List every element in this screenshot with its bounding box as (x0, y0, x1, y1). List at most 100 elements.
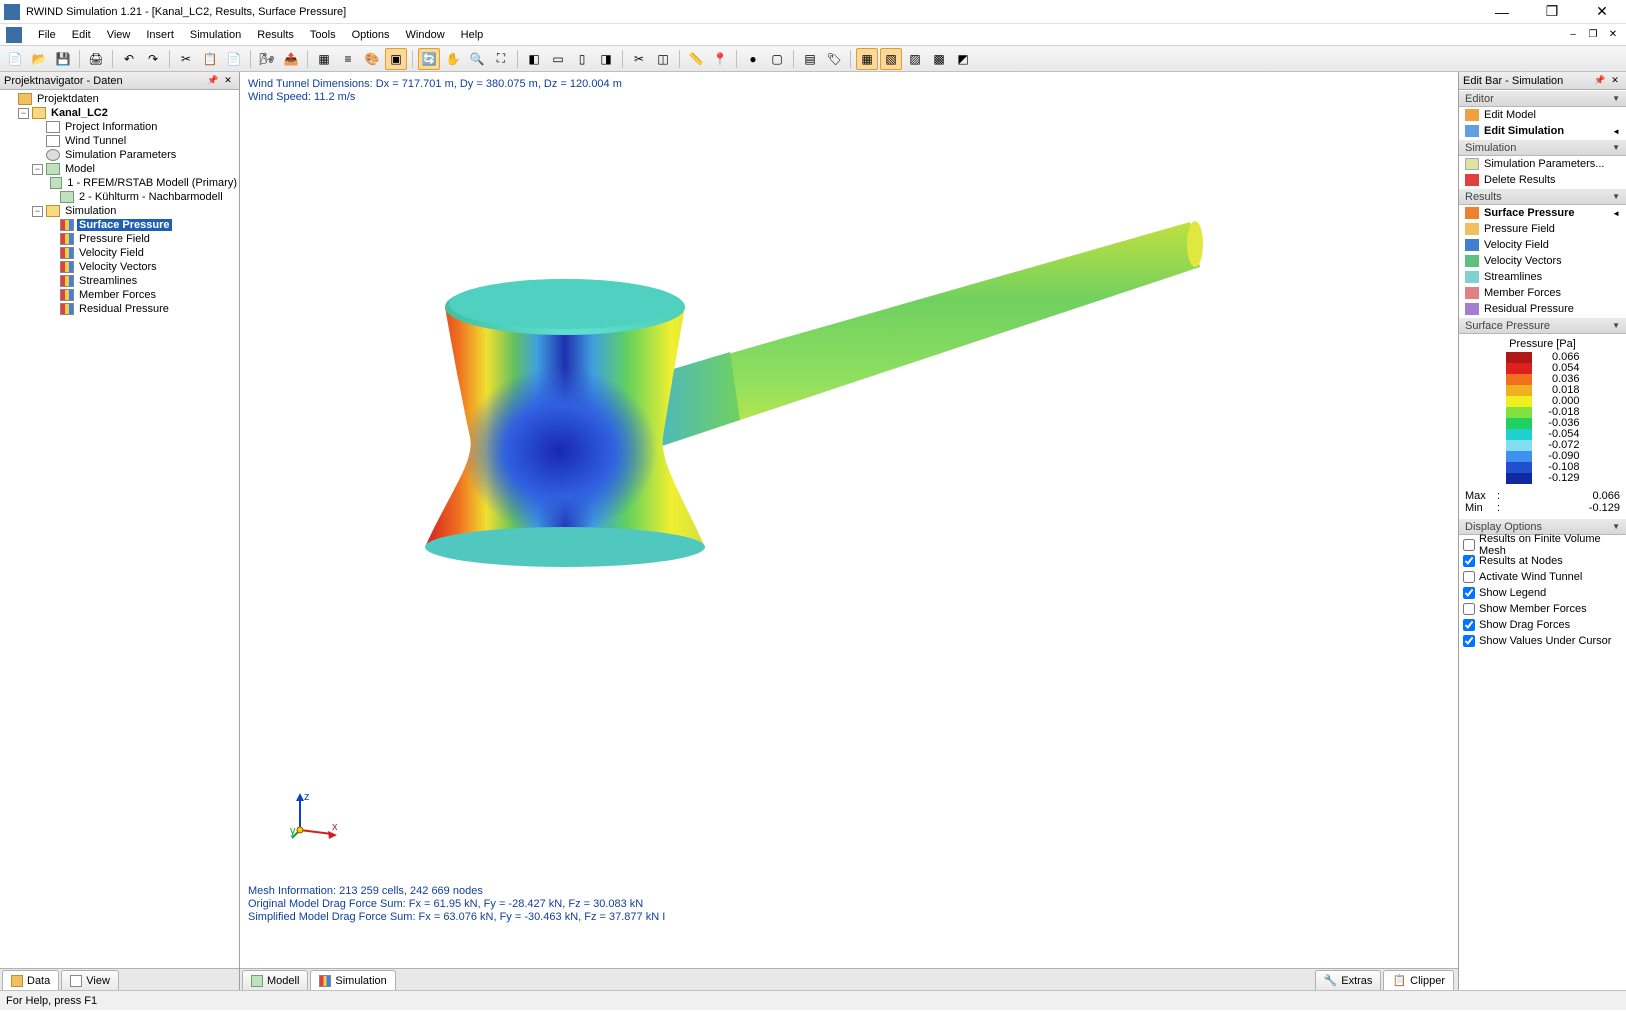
minimize-button[interactable]: — (1482, 1, 1522, 23)
tab-modell[interactable]: Modell (242, 970, 308, 990)
tool-results-e[interactable]: ◩ (952, 48, 974, 70)
tool-results-c[interactable]: ▨ (904, 48, 926, 70)
tab-data[interactable]: Data (2, 970, 59, 990)
tool-wind[interactable]: 🌬 (256, 48, 278, 70)
tool-view-iso[interactable]: ◧ (523, 48, 545, 70)
tree-node[interactable]: −Simulation (0, 204, 239, 218)
tool-results-d[interactable]: ▩ (928, 48, 950, 70)
tool-results-a[interactable]: ▦ (856, 48, 878, 70)
tree-node[interactable]: −Kanal_LC2 (0, 106, 239, 120)
tool-measure[interactable]: 📏 (685, 48, 707, 70)
display-option[interactable]: Results on Finite Volume Mesh (1463, 537, 1622, 553)
tab-view[interactable]: View (61, 970, 119, 990)
section-simulation-header[interactable]: Simulation▼ (1459, 139, 1626, 156)
tool-redo[interactable]: ↷ (142, 48, 164, 70)
tool-cut[interactable]: ✂ (175, 48, 197, 70)
menu-edit[interactable]: Edit (64, 27, 99, 43)
result-item[interactable]: Edit Model (1459, 107, 1626, 123)
tool-new[interactable]: 📄 (4, 48, 26, 70)
result-item[interactable]: Delete Results (1459, 172, 1626, 188)
result-item[interactable]: Velocity Vectors (1459, 253, 1626, 269)
tab-clipper[interactable]: 📋Clipper (1383, 970, 1454, 990)
display-option[interactable]: Show Values Under Cursor (1463, 633, 1622, 649)
tool-palette[interactable]: 🎨 (361, 48, 383, 70)
menu-insert[interactable]: Insert (138, 27, 182, 43)
mdi-restore-button[interactable]: ❐ (1584, 27, 1602, 43)
tool-copy[interactable]: 📋 (199, 48, 221, 70)
tree-node[interactable]: Pressure Field (0, 232, 239, 246)
tool-render-wire[interactable]: ▢ (766, 48, 788, 70)
tool-export[interactable]: 📤 (280, 48, 302, 70)
menu-tools[interactable]: Tools (302, 27, 344, 43)
result-item[interactable]: Edit Simulation◄ (1459, 123, 1626, 139)
tool-surface-active[interactable]: ▣ (385, 48, 407, 70)
tool-clip[interactable]: ✂ (628, 48, 650, 70)
display-option[interactable]: Show Member Forces (1463, 601, 1622, 617)
tool-render-solid[interactable]: ● (742, 48, 764, 70)
viewport-3d[interactable]: Wind Tunnel Dimensions: Dx = 717.701 m, … (240, 72, 1458, 990)
result-item[interactable]: Member Forces (1459, 285, 1626, 301)
result-item[interactable]: Velocity Field (1459, 237, 1626, 253)
tool-print[interactable]: 🖨 (85, 48, 107, 70)
tree-node[interactable]: Projektdaten (0, 92, 239, 106)
tool-results-b[interactable]: ▧ (880, 48, 902, 70)
mdi-close-button[interactable]: ✕ (1604, 27, 1622, 43)
result-item[interactable]: Residual Pressure (1459, 301, 1626, 317)
tree-node[interactable]: Velocity Vectors (0, 260, 239, 274)
section-editor-header[interactable]: Editor▼ (1459, 90, 1626, 107)
section-results-header[interactable]: Results▼ (1459, 188, 1626, 205)
tool-pan[interactable]: ✋ (442, 48, 464, 70)
tool-undo[interactable]: ↶ (118, 48, 140, 70)
result-item[interactable]: Surface Pressure◄ (1459, 205, 1626, 221)
tool-section[interactable]: ◫ (652, 48, 674, 70)
menu-results[interactable]: Results (249, 27, 302, 43)
section-surface-pressure-header[interactable]: Surface Pressure▼ (1459, 317, 1626, 334)
tool-save[interactable]: 💾 (52, 48, 74, 70)
tree-node[interactable]: Project Information (0, 120, 239, 134)
result-item[interactable]: Streamlines (1459, 269, 1626, 285)
tree-node[interactable]: −Model (0, 162, 239, 176)
close-button[interactable]: ✕ (1582, 1, 1622, 23)
tool-annotations[interactable]: 🏷 (823, 48, 845, 70)
tree-node[interactable]: Surface Pressure (0, 218, 239, 232)
menu-simulation[interactable]: Simulation (182, 27, 249, 43)
tool-open[interactable]: 📂 (28, 48, 50, 70)
mdi-minimize-button[interactable]: – (1564, 27, 1582, 43)
result-item[interactable]: Simulation Parameters... (1459, 156, 1626, 172)
tree-node[interactable]: Residual Pressure (0, 302, 239, 316)
menu-options[interactable]: Options (344, 27, 398, 43)
tree-node[interactable]: Simulation Parameters (0, 148, 239, 162)
tree-node[interactable]: Streamlines (0, 274, 239, 288)
tab-simulation[interactable]: Simulation (310, 970, 395, 990)
project-tree[interactable]: Projektdaten−Kanal_LC2Project Informatio… (0, 90, 239, 968)
display-option[interactable]: Show Legend (1463, 585, 1622, 601)
tree-node[interactable]: Velocity Field (0, 246, 239, 260)
tool-view-side[interactable]: ◨ (595, 48, 617, 70)
maximize-button[interactable]: ❐ (1532, 1, 1572, 23)
tool-layers[interactable]: ≡ (337, 48, 359, 70)
tool-probe[interactable]: 📍 (709, 48, 731, 70)
tool-view-top[interactable]: ▭ (547, 48, 569, 70)
tree-node[interactable]: 2 - Kühlturm - Nachbarmodell (0, 190, 239, 204)
editbar-pin-button[interactable]: 📌 (1593, 74, 1607, 88)
tab-extras[interactable]: 🔧Extras (1315, 970, 1382, 990)
tool-rotate[interactable]: 🔄 (418, 48, 440, 70)
tree-node[interactable]: Member Forces (0, 288, 239, 302)
tree-node[interactable]: Wind Tunnel (0, 134, 239, 148)
result-item[interactable]: Pressure Field (1459, 221, 1626, 237)
tool-grid[interactable]: ▦ (313, 48, 335, 70)
display-option[interactable]: Show Drag Forces (1463, 617, 1622, 633)
menu-help[interactable]: Help (453, 27, 492, 43)
menu-view[interactable]: View (99, 27, 139, 43)
editbar-close-button[interactable]: ✕ (1608, 74, 1622, 88)
tool-paste[interactable]: 📄 (223, 48, 245, 70)
panel-close-button[interactable]: ✕ (221, 74, 235, 88)
panel-pin-button[interactable]: 📌 (206, 74, 220, 88)
menu-file[interactable]: File (30, 27, 64, 43)
tool-view-front[interactable]: ▯ (571, 48, 593, 70)
tool-legend[interactable]: ▤ (799, 48, 821, 70)
menu-window[interactable]: Window (398, 27, 453, 43)
tool-zoom[interactable]: 🔍 (466, 48, 488, 70)
display-option[interactable]: Activate Wind Tunnel (1463, 569, 1622, 585)
tree-node[interactable]: 1 - RFEM/RSTAB Modell (Primary) (0, 176, 239, 190)
